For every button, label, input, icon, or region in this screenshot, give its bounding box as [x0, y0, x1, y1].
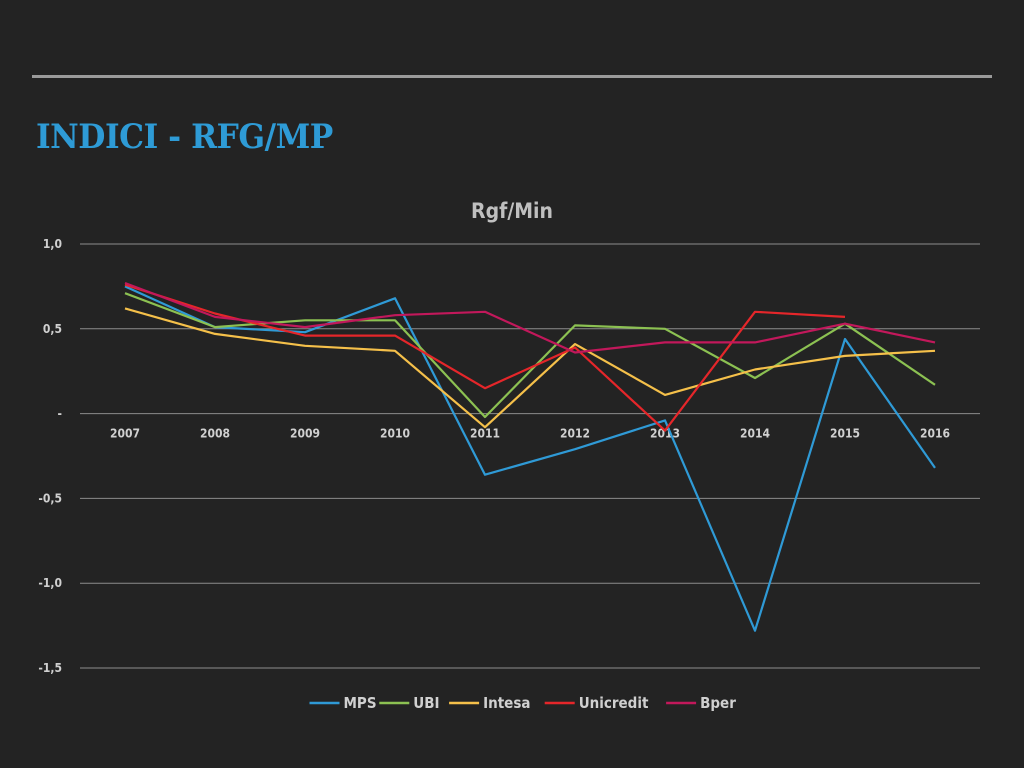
x-tick-label: 2012 [560, 427, 590, 441]
x-tick-label: 2010 [380, 427, 410, 441]
legend-label-bper: Bper [700, 694, 736, 712]
x-axis-ticks: 2007 2008 2009 2010 2011 2012 2013 2014 2015 2016 [110, 427, 950, 441]
series-line-ubi [124, 292, 936, 419]
legend-label-unicredit: Unicredit [579, 694, 649, 712]
series-line-unicredit [124, 283, 846, 432]
x-tick-label: 2008 [200, 427, 230, 441]
top-divider [32, 75, 992, 78]
y-axis-ticks: 1,0 0,5 - -0,5 -1,0 -1,5 [38, 237, 62, 675]
x-tick-label: 2015 [830, 427, 860, 441]
y-tick-label: -1,5 [38, 661, 62, 675]
x-tick-label: 2016 [920, 427, 950, 441]
legend-label-mps: MPS [344, 694, 377, 712]
legend: MPS UBI Intesa Unicredit Bper [309, 694, 736, 712]
y-tick-label: 1,0 [43, 237, 62, 251]
legend-label-intesa: Intesa [483, 694, 530, 712]
y-tick-label: -1,0 [38, 576, 62, 590]
series-line-intesa [124, 307, 936, 429]
x-tick-label: 2009 [290, 427, 320, 441]
x-tick-label: 2014 [740, 427, 771, 441]
x-tick-label: 2013 [650, 427, 680, 441]
gridlines [80, 243, 980, 669]
slide-title: INDICI - RFG/MP [36, 117, 333, 157]
y-tick-label: - [58, 407, 62, 421]
x-tick-label: 2007 [110, 427, 140, 441]
chart-title: Rgf/Min [471, 199, 553, 223]
legend-label-ubi: UBI [413, 694, 439, 712]
series-lines [124, 281, 936, 632]
y-tick-label: -0,5 [38, 491, 62, 505]
series-line-bper [124, 281, 936, 354]
series-line-mps [124, 285, 936, 632]
y-tick-label: 0,5 [43, 322, 62, 336]
x-tick-label: 2011 [470, 427, 500, 441]
